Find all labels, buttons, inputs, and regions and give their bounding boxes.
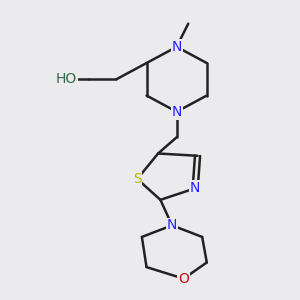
Text: S: S (133, 172, 142, 186)
Text: N: N (172, 40, 182, 54)
Text: N: N (167, 218, 177, 232)
Text: HO: HO (56, 72, 77, 86)
Text: N: N (190, 181, 200, 195)
Text: N: N (172, 105, 182, 119)
Text: O: O (178, 272, 189, 286)
